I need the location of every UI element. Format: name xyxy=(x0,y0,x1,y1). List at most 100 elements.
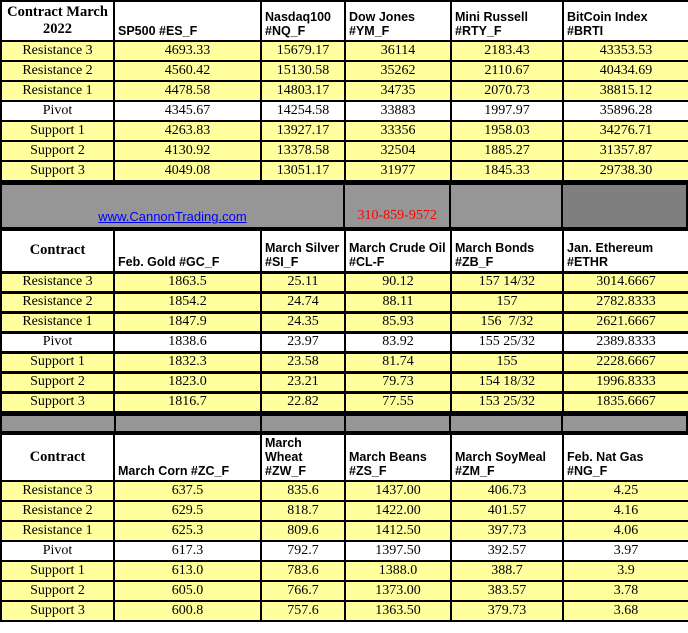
cell-value: 2621.6667 xyxy=(562,310,688,334)
column-header: March SoyMeal #ZM_F xyxy=(450,432,564,482)
row-label: Pivot xyxy=(0,330,115,354)
cell-value: 783.6 xyxy=(260,559,346,582)
table-row: Support 2 1823.0 23.21 79.73 154 18/32 1996.8… xyxy=(0,370,688,394)
band-empty-cell xyxy=(449,185,560,227)
cell-value: 3.68 xyxy=(562,599,688,622)
column-header: BitCoin Index #BRTI xyxy=(562,0,688,42)
cell-value: 4.25 xyxy=(562,479,688,502)
column-header: Feb. Gold #GC_F xyxy=(113,229,262,273)
cell-value: 83.92 xyxy=(344,330,452,354)
cell-value: 4345.67 xyxy=(113,100,262,122)
cell-value: 1997.97 xyxy=(450,100,564,122)
cell-value: 81.74 xyxy=(344,350,452,374)
cell-value: 155 25/32 xyxy=(450,330,564,354)
cell-value: 605.0 xyxy=(113,579,262,602)
row-label: Resistance 1 xyxy=(0,80,115,102)
cell-value: 1397.50 xyxy=(344,539,452,562)
cell-value: 4.16 xyxy=(562,499,688,522)
cell-value: 625.3 xyxy=(113,519,262,542)
row-label: Resistance 3 xyxy=(0,270,115,294)
row-label: Support 1 xyxy=(0,559,115,582)
separator-strip xyxy=(0,413,688,433)
cell-value: 23.58 xyxy=(260,350,346,374)
cell-value: 33356 xyxy=(344,120,452,142)
table-row: Support 3 600.8 757.6 1363.50 379.73 3.68 xyxy=(0,599,688,622)
cell-value: 4130.92 xyxy=(113,140,262,162)
row-label: Resistance 3 xyxy=(0,40,115,62)
cell-value: 24.35 xyxy=(260,310,346,334)
row-label: Resistance 2 xyxy=(0,290,115,314)
row-label: Support 2 xyxy=(0,579,115,602)
cell-value: 1832.3 xyxy=(113,350,262,374)
table-row: Resistance 3 4693.33 15679.17 36114 2183.43 4… xyxy=(0,40,688,62)
table-row: Pivot 617.3 792.7 1397.50 392.57 3.97 xyxy=(0,539,688,562)
cell-value: 33883 xyxy=(344,100,452,122)
strip-cell xyxy=(449,415,560,431)
cell-value: 13927.17 xyxy=(260,120,346,142)
cell-value: 1958.03 xyxy=(450,120,564,142)
cell-value: 757.6 xyxy=(260,599,346,622)
table-row: Resistance 2 4560.42 15130.58 35262 2110.67 4… xyxy=(0,60,688,82)
cell-value: 1996.8333 xyxy=(562,370,688,394)
cell-value: 31977 xyxy=(344,160,452,182)
strip-cell xyxy=(343,415,449,431)
cell-value: 14803.17 xyxy=(260,80,346,102)
table-row: Resistance 2 629.5 818.7 1422.00 401.57 4.16 xyxy=(0,499,688,522)
row-label: Support 3 xyxy=(0,390,115,414)
cell-value: 1363.50 xyxy=(344,599,452,622)
cell-value: 3014.6667 xyxy=(562,270,688,294)
cell-value: 792.7 xyxy=(260,539,346,562)
cell-value: 629.5 xyxy=(113,499,262,522)
row-label: Support 1 xyxy=(0,350,115,374)
cell-value: 156 7/32 xyxy=(450,310,564,334)
cell-value: 1845.33 xyxy=(450,160,564,182)
table-row: Support 1 4263.83 13927.17 33356 1958.03 3427… xyxy=(0,120,688,142)
cell-value: 35896.28 xyxy=(562,100,688,122)
cell-value: 2782.8333 xyxy=(562,290,688,314)
grains-pivot-table: Contract March Corn #ZC_F March Wheat #ZW_… xyxy=(0,432,688,622)
metals-energy-pivot-table: Contract Feb. Gold #GC_F March Silver #SI_… xyxy=(0,229,688,414)
cell-value: 43353.53 xyxy=(562,40,688,62)
cell-value: 90.12 xyxy=(344,270,452,294)
cell-value: 15679.17 xyxy=(260,40,346,62)
cell-value: 637.5 xyxy=(113,479,262,502)
cell-value: 15130.58 xyxy=(260,60,346,82)
table-row: Resistance 1 4478.58 14803.17 34735 2070.73 3… xyxy=(0,80,688,102)
cell-value: 835.6 xyxy=(260,479,346,502)
cell-value: 13378.58 xyxy=(260,140,346,162)
cell-value: 154 18/32 xyxy=(450,370,564,394)
row-label: Support 1 xyxy=(0,120,115,142)
cell-value: 1854.2 xyxy=(113,290,262,314)
cell-value: 4693.33 xyxy=(113,40,262,62)
cell-value: 29738.30 xyxy=(562,160,688,182)
cell-value: 4478.58 xyxy=(113,80,262,102)
row-label: Support 3 xyxy=(0,160,115,182)
contact-band: www.CannonTrading.com 310-859-9572 xyxy=(0,182,688,229)
cell-value: 2389.8333 xyxy=(562,330,688,354)
cell-value: 77.55 xyxy=(344,390,452,414)
column-header: March Bonds #ZB_F xyxy=(450,229,564,273)
cell-value: 88.11 xyxy=(344,290,452,314)
cell-value: 1838.6 xyxy=(113,330,262,354)
column-header: Jan. Ethereum #ETHR xyxy=(562,229,688,273)
column-header: SP500 #ES_F xyxy=(113,0,262,42)
cell-value: 79.73 xyxy=(344,370,452,394)
column-header: Mini Russell #RTY_F xyxy=(450,0,564,42)
cell-value: 613.0 xyxy=(113,559,262,582)
cell-value: 392.57 xyxy=(450,539,564,562)
table-row: Pivot 1838.6 23.97 83.92 155 25/32 2389.8333 xyxy=(0,330,688,354)
row-label: Pivot xyxy=(0,100,115,122)
cell-value: 2228.6667 xyxy=(562,350,688,374)
table-title: Contract March 2022 xyxy=(0,0,115,42)
table-row: Support 3 4049.08 13051.17 31977 1845.33 2973… xyxy=(0,160,688,182)
phone-number: 310-859-9572 xyxy=(357,208,437,223)
table-row: Support 2 605.0 766.7 1373.00 383.57 3.78 xyxy=(0,579,688,602)
row-label: Support 2 xyxy=(0,140,115,162)
cell-value: 157 xyxy=(450,290,564,314)
website-link[interactable]: www.CannonTrading.com xyxy=(98,209,247,224)
cell-value: 401.57 xyxy=(450,499,564,522)
row-label: Support 2 xyxy=(0,370,115,394)
cell-value: 379.73 xyxy=(450,599,564,622)
row-label: Pivot xyxy=(0,539,115,562)
